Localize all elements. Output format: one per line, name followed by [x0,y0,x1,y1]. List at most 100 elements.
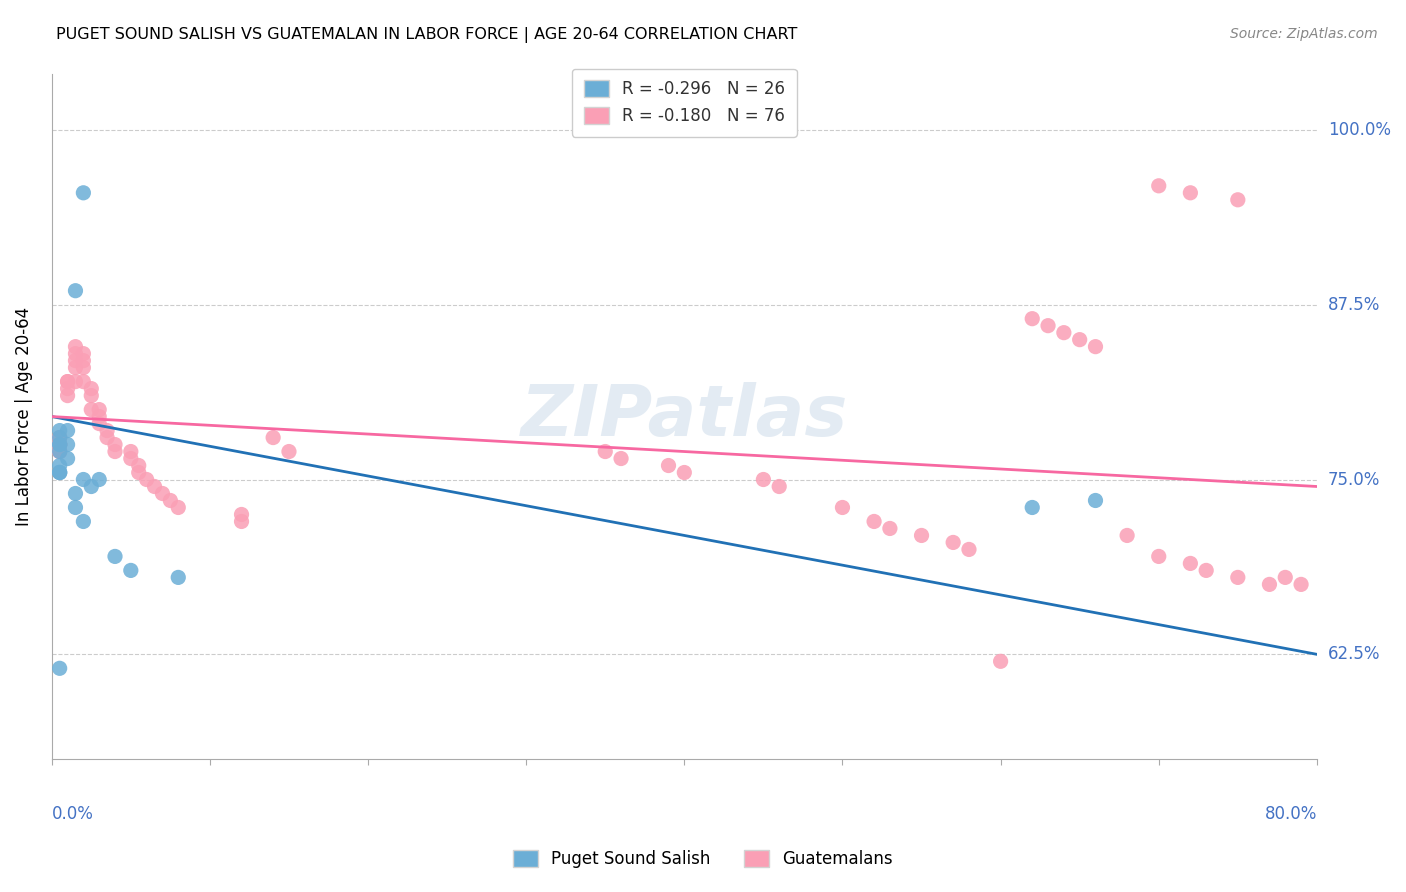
Point [1226,193,1249,207]
Point [1258,577,1281,591]
Point [48,444,70,458]
Point [104,549,127,564]
Point [56,375,79,389]
Point [1069,333,1091,347]
Point [1289,577,1312,591]
Point [910,528,932,542]
Point [48,437,70,451]
Point [96,431,118,445]
Text: Source: ZipAtlas.com: Source: ZipAtlas.com [1230,27,1378,41]
Point [48,466,70,480]
Point [48,437,70,451]
Point [65,375,87,389]
Point [752,473,775,487]
Point [48,444,70,458]
Point [593,444,616,458]
Point [231,515,253,529]
Point [48,437,70,451]
Point [768,479,790,493]
Point [48,437,70,451]
Point [942,535,965,549]
Point [167,500,190,515]
Point [48,444,70,458]
Point [1180,557,1202,571]
Point [957,542,980,557]
Point [1147,178,1170,193]
Point [48,437,70,451]
Point [72,186,94,200]
Point [48,437,70,451]
Point [72,515,94,529]
Point [1226,570,1249,584]
Point [48,444,70,458]
Point [56,375,79,389]
Point [167,570,190,584]
Legend: R = -0.296   N = 26, R = -0.180   N = 76: R = -0.296 N = 26, R = -0.180 N = 76 [572,69,797,136]
Legend: Puget Sound Salish, Guatemalans: Puget Sound Salish, Guatemalans [506,843,900,875]
Point [72,375,94,389]
Point [89,473,111,487]
Point [80,402,103,417]
Point [65,360,87,375]
Text: 80.0%: 80.0% [1264,805,1317,823]
Point [104,437,127,451]
Point [879,521,901,535]
Point [120,451,142,466]
Point [159,493,181,508]
Point [65,284,87,298]
Point [48,431,70,445]
Point [48,661,70,675]
Point [278,444,301,458]
Point [1021,311,1043,326]
Point [262,431,284,445]
Point [72,346,94,360]
Point [1021,500,1043,515]
Point [657,458,679,473]
Point [56,388,79,402]
Point [89,402,111,417]
Point [831,500,853,515]
Point [65,346,87,360]
Text: 0.0%: 0.0% [52,805,94,823]
Point [48,466,70,480]
Point [56,451,79,466]
Point [65,486,87,500]
Point [1195,563,1218,577]
Point [72,473,94,487]
Point [56,437,79,451]
Point [65,500,87,515]
Point [65,340,87,354]
Point [72,360,94,375]
Point [48,424,70,438]
Point [863,515,886,529]
Point [96,424,118,438]
Point [89,409,111,424]
Text: PUGET SOUND SALISH VS GUATEMALAN IN LABOR FORCE | AGE 20-64 CORRELATION CHART: PUGET SOUND SALISH VS GUATEMALAN IN LABO… [56,27,797,43]
Point [128,458,150,473]
Y-axis label: In Labor Force | Age 20-64: In Labor Force | Age 20-64 [15,307,32,526]
Point [610,451,633,466]
Point [65,353,87,368]
Point [56,424,79,438]
Point [72,353,94,368]
Text: 100.0%: 100.0% [1329,121,1391,139]
Point [48,466,70,480]
Point [673,466,696,480]
Point [1180,186,1202,200]
Point [120,444,142,458]
Point [1036,318,1059,333]
Text: ZIPatlas: ZIPatlas [520,382,848,451]
Point [48,458,70,473]
Point [152,486,174,500]
Point [80,388,103,402]
Point [80,479,103,493]
Text: 87.5%: 87.5% [1329,295,1381,314]
Point [89,417,111,431]
Point [1116,528,1139,542]
Text: 62.5%: 62.5% [1329,645,1381,664]
Point [120,563,142,577]
Point [135,473,157,487]
Text: 75.0%: 75.0% [1329,470,1381,489]
Point [48,437,70,451]
Point [48,437,70,451]
